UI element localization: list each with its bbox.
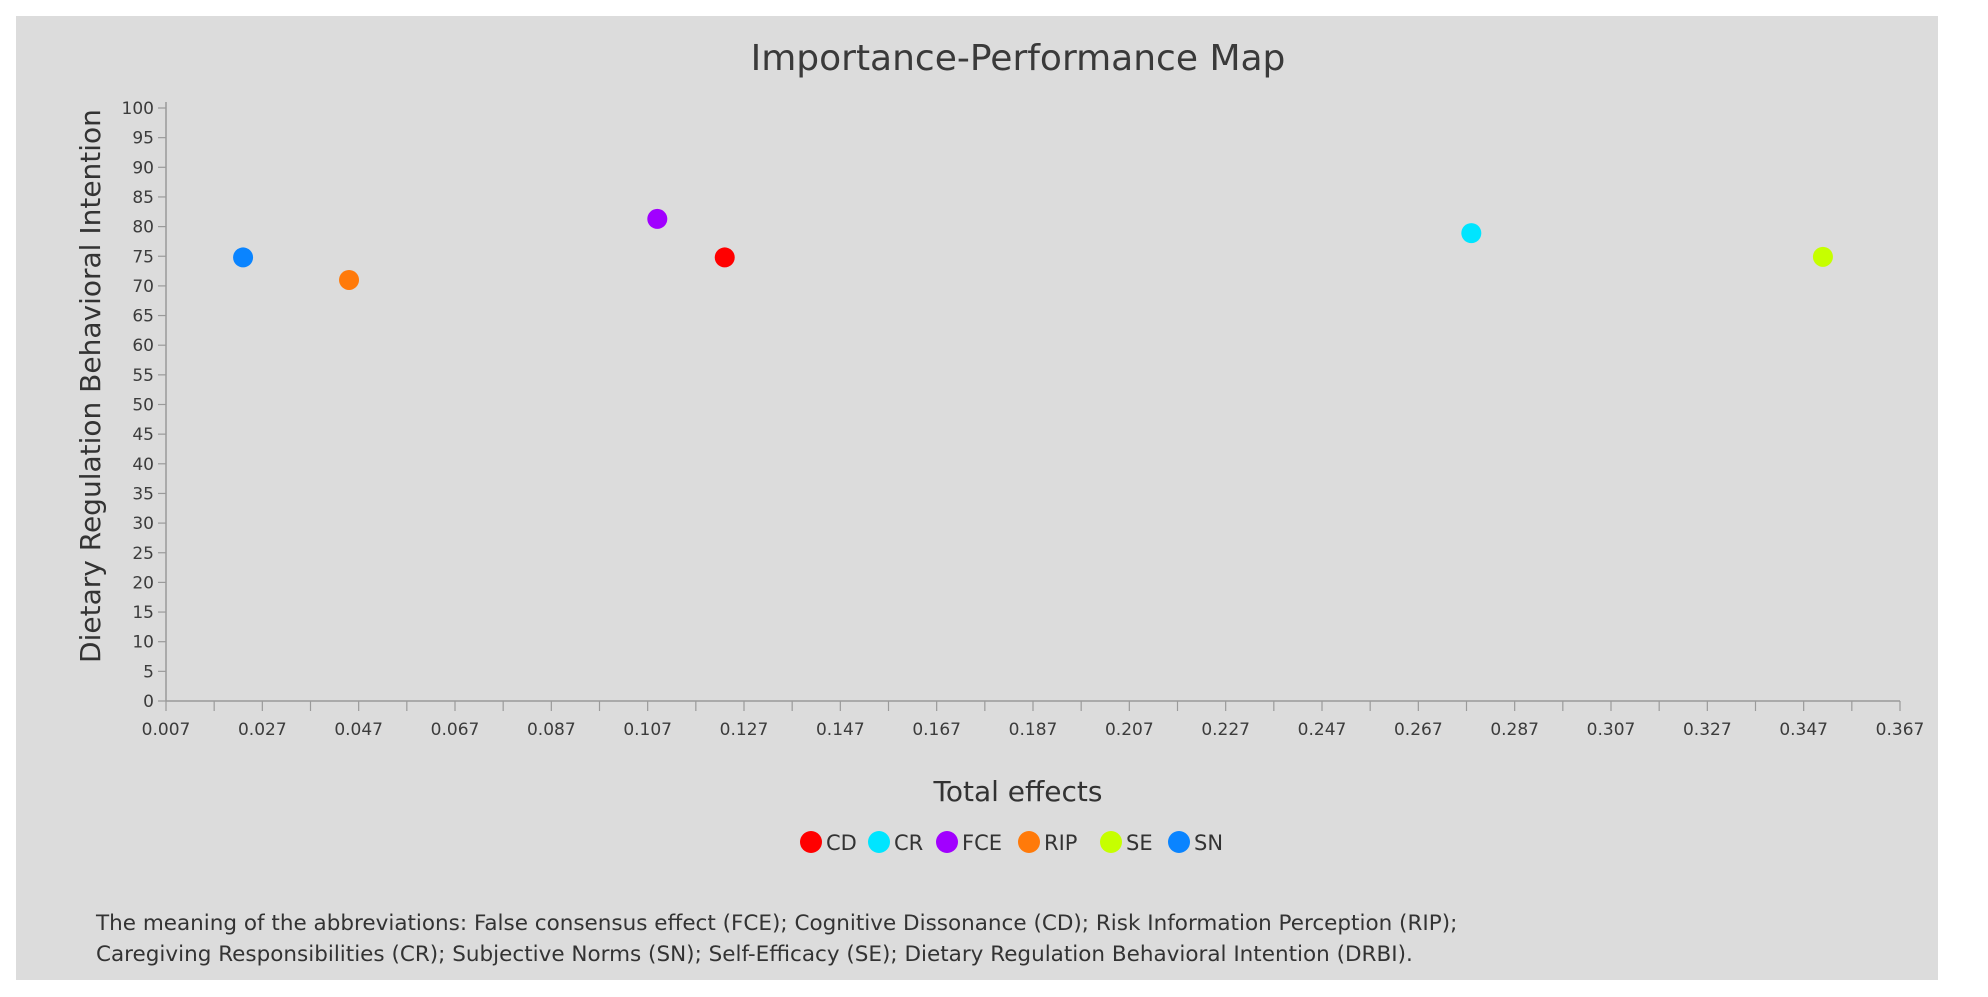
- x-tick-label: 0.327: [1683, 720, 1732, 740]
- y-tick-label: 30: [132, 514, 154, 534]
- footnote-line-1: The meaning of the abbreviations: False …: [96, 911, 1458, 936]
- abbreviations-footnote: The meaning of the abbreviations: False …: [96, 908, 1796, 970]
- x-tick-label: 0.087: [527, 720, 576, 740]
- legend-marker-se: [1100, 831, 1122, 853]
- legend-marker-sn: [1168, 831, 1190, 853]
- y-tick-label: 60: [132, 336, 154, 356]
- chart-panel: Importance-Performance Map Dietary Regul…: [16, 16, 1938, 980]
- data-point-fce: [647, 208, 668, 229]
- y-tick-label: 65: [132, 307, 154, 327]
- x-tick-label: 0.107: [623, 720, 672, 740]
- x-tick-label: 0.247: [1298, 720, 1347, 740]
- x-tick-label: 0.207: [1105, 720, 1154, 740]
- x-tick-label: 0.047: [334, 720, 383, 740]
- y-tick-label: 20: [132, 573, 154, 593]
- scatter-chart: Importance-Performance Map Dietary Regul…: [74, 38, 1925, 855]
- y-tick-label: 85: [132, 188, 154, 208]
- x-tick-label: 0.267: [1394, 720, 1443, 740]
- y-tick-label: 10: [132, 633, 154, 653]
- x-tick-label: 0.147: [816, 720, 865, 740]
- data-point-se: [1812, 246, 1833, 267]
- y-tick-label: 15: [132, 603, 154, 623]
- data-point-sn: [233, 247, 254, 268]
- y-tick-label: 50: [132, 396, 154, 416]
- legend-label-sn: SN: [1194, 831, 1223, 855]
- y-tick-label: 45: [132, 425, 154, 445]
- y-tick-label: 70: [132, 277, 154, 297]
- x-tick-label: 0.227: [1201, 720, 1250, 740]
- data-point-rip: [339, 269, 360, 290]
- x-tick-label: 0.067: [431, 720, 480, 740]
- x-tick-label: 0.307: [1587, 720, 1636, 740]
- legend-label-cr: CR: [894, 831, 923, 855]
- x-tick-label: 0.367: [1876, 720, 1925, 740]
- y-tick-label: 90: [132, 158, 154, 178]
- data-point-cd: [714, 247, 735, 268]
- x-tick-label: 0.027: [238, 720, 287, 740]
- y-axis-label: Dietary Regulation Behavioral Intention: [74, 109, 107, 663]
- legend-marker-fce: [936, 831, 958, 853]
- y-tick-label: 75: [132, 247, 154, 267]
- x-tick-label: 0.187: [1009, 720, 1058, 740]
- x-tick-label: 0.167: [912, 720, 961, 740]
- legend-label-fce: FCE: [962, 831, 1002, 855]
- x-tick-label: 0.347: [1779, 720, 1828, 740]
- data-point-cr: [1461, 223, 1482, 244]
- legend-label-cd: CD: [826, 831, 857, 855]
- y-tick-label: 55: [132, 366, 154, 386]
- y-tick-label: 40: [132, 455, 154, 475]
- y-tick-label: 25: [132, 544, 154, 564]
- legend-label-se: SE: [1126, 831, 1153, 855]
- x-axis-label: Total effects: [933, 775, 1103, 808]
- legend-marker-cr: [868, 831, 890, 853]
- y-tick-label: 100: [122, 99, 154, 119]
- x-tick-label: 0.007: [142, 720, 191, 740]
- y-tick-label: 35: [132, 484, 154, 504]
- footnote-line-2: Caregiving Responsibilities (CR); Subjec…: [96, 942, 1413, 967]
- y-tick-label: 95: [132, 129, 154, 149]
- axes: 0 5 10 15 20 25 30 35 40 45 50 55 60 65 70 75 80 85 90 95 10…: [122, 99, 1925, 740]
- y-tick-label: 80: [132, 218, 154, 238]
- chart-title: Importance-Performance Map: [751, 38, 1286, 79]
- y-tick-label: 5: [143, 662, 154, 682]
- legend-label-rip: RIP: [1044, 831, 1077, 855]
- legend-marker-cd: [800, 831, 822, 853]
- x-tick-label: 0.287: [1490, 720, 1539, 740]
- data-points: [233, 208, 1833, 290]
- legend: CD CR FCE RIP SE SN: [800, 831, 1223, 855]
- x-tick-label: 0.127: [720, 720, 769, 740]
- y-tick-label: 0: [143, 692, 154, 712]
- legend-marker-rip: [1018, 831, 1040, 853]
